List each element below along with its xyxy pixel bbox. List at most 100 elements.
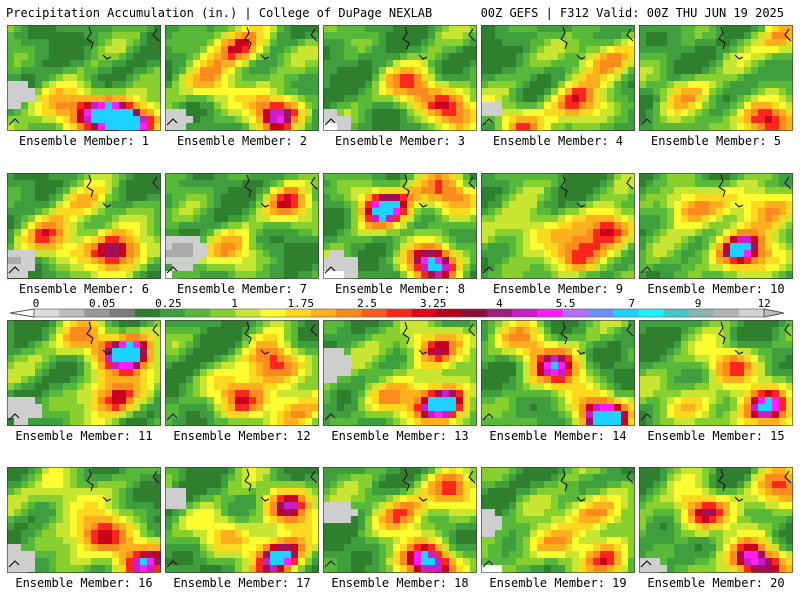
ensemble-map-panel bbox=[481, 25, 635, 131]
coastline bbox=[468, 28, 476, 42]
ensemble-member-label: Ensemble Member: 17 bbox=[173, 576, 311, 590]
precip-field bbox=[7, 467, 161, 573]
coastline bbox=[244, 321, 252, 345]
scale-min-arrow bbox=[9, 308, 35, 318]
coastline bbox=[626, 470, 634, 484]
coastline bbox=[640, 560, 652, 568]
coastline bbox=[560, 468, 568, 492]
coastline bbox=[734, 54, 744, 60]
scale-swatch bbox=[663, 309, 689, 317]
ensemble-map-panel bbox=[165, 320, 319, 426]
coastline bbox=[718, 26, 726, 50]
coastline bbox=[324, 413, 336, 421]
scale-swatch bbox=[688, 309, 715, 317]
ensemble-map-panel bbox=[323, 467, 477, 573]
ensemble-map-panel bbox=[639, 320, 793, 426]
coastline bbox=[784, 28, 792, 42]
scale-swatch bbox=[612, 309, 639, 317]
precip-field bbox=[481, 173, 635, 279]
coastline bbox=[784, 176, 792, 190]
coastline bbox=[324, 560, 336, 568]
ensemble-map-panel bbox=[7, 320, 161, 426]
scale-swatch bbox=[713, 309, 740, 317]
coastline bbox=[152, 28, 160, 42]
scale-tick-label: 0.05 bbox=[89, 297, 116, 310]
scale-swatch bbox=[210, 309, 236, 317]
precip-field bbox=[165, 25, 319, 131]
scale-swatch bbox=[587, 309, 614, 317]
ensemble-member-label: Ensemble Member: 2 bbox=[176, 134, 308, 148]
ensemble-member-label: Ensemble Member: 11 bbox=[15, 429, 153, 443]
ensemble-map-panel bbox=[323, 320, 477, 426]
ensemble-member-label: Ensemble Member: 12 bbox=[173, 429, 311, 443]
coastline bbox=[626, 323, 634, 337]
precip-field bbox=[7, 25, 161, 131]
ensemble-member-label: Ensemble Member: 20 bbox=[647, 576, 785, 590]
scale-swatch bbox=[235, 309, 261, 317]
scale-tick-label: 1.75 bbox=[288, 297, 315, 310]
coastline bbox=[260, 54, 270, 60]
precip-field bbox=[165, 173, 319, 279]
scale-swatch bbox=[436, 309, 463, 317]
precip-field bbox=[165, 467, 319, 573]
coastline bbox=[482, 560, 494, 568]
coastline bbox=[626, 28, 634, 42]
coastline bbox=[418, 496, 428, 502]
coastline bbox=[8, 266, 20, 274]
coastline bbox=[718, 321, 726, 345]
ensemble-map-panel bbox=[639, 25, 793, 131]
coastline bbox=[86, 174, 94, 198]
ensemble-map-panel bbox=[165, 467, 319, 573]
coastline bbox=[8, 413, 20, 421]
scale-swatch bbox=[285, 309, 312, 317]
scale-tick-label: 0.25 bbox=[155, 297, 182, 310]
coastline bbox=[8, 560, 20, 568]
coastline bbox=[166, 266, 178, 274]
coastline bbox=[576, 349, 586, 355]
scale-swatch bbox=[638, 309, 664, 317]
coastline bbox=[734, 349, 744, 355]
ensemble-member-label: Ensemble Member: 18 bbox=[331, 576, 469, 590]
coastline bbox=[102, 202, 112, 208]
coastline bbox=[560, 26, 568, 50]
precip-field bbox=[7, 173, 161, 279]
scale-swatch bbox=[386, 309, 412, 317]
ensemble-map-panel bbox=[165, 173, 319, 279]
coastline bbox=[468, 470, 476, 484]
ensemble-map-panel bbox=[323, 173, 477, 279]
ensemble-map-panel bbox=[7, 173, 161, 279]
scale-swatch bbox=[487, 309, 513, 317]
ensemble-member-label: Ensemble Member: 1 bbox=[18, 134, 150, 148]
ensemble-member-label: Ensemble Member: 4 bbox=[492, 134, 624, 148]
ensemble-member-label: Ensemble Member: 15 bbox=[647, 429, 785, 443]
coastline bbox=[418, 54, 428, 60]
ensemble-member-label: Ensemble Member: 14 bbox=[489, 429, 627, 443]
ensemble-map-panel bbox=[481, 173, 635, 279]
coastline bbox=[86, 321, 94, 345]
coastline bbox=[166, 413, 178, 421]
coastline bbox=[468, 176, 476, 190]
coastline bbox=[626, 176, 634, 190]
ensemble-member-label: Ensemble Member: 10 bbox=[647, 282, 785, 296]
precip-field bbox=[481, 467, 635, 573]
scale-tick-label: 7 bbox=[628, 297, 635, 310]
scale-tick-label: 1 bbox=[231, 297, 238, 310]
precip-field bbox=[323, 25, 477, 131]
coastline bbox=[734, 496, 744, 502]
precip-field bbox=[7, 320, 161, 426]
coastline bbox=[86, 26, 94, 50]
scale-swatch bbox=[461, 309, 488, 317]
ensemble-member-label: Ensemble Member: 16 bbox=[15, 576, 153, 590]
coastline bbox=[784, 470, 792, 484]
ensemble-member-label: Ensemble Member: 13 bbox=[331, 429, 469, 443]
coastline bbox=[576, 54, 586, 60]
scale-swatch bbox=[738, 309, 765, 317]
coastline bbox=[734, 202, 744, 208]
coastline bbox=[310, 470, 318, 484]
precip-field bbox=[323, 467, 477, 573]
ensemble-member-label: Ensemble Member: 19 bbox=[489, 576, 627, 590]
precip-field bbox=[639, 173, 793, 279]
scale-tick-label: 9 bbox=[695, 297, 702, 310]
precipitation-color-scale: 0 0.05 0.25 1 1.75 2.5 3.25 4 5.5 7 9 12 bbox=[9, 297, 785, 318]
coastline bbox=[402, 26, 410, 50]
